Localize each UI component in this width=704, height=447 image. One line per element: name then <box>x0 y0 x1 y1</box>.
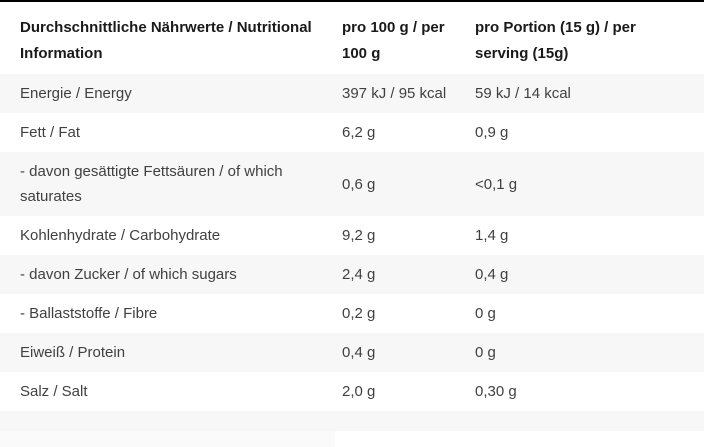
row-per-serving-value: <0,1 g <box>475 175 518 193</box>
row-nutrient-label: Salz / Salt <box>20 383 88 400</box>
row-nutrient-label: Eiweiß / Protein <box>20 344 126 361</box>
table-row: - davon gesättigte Fettsäuren / of which… <box>0 152 704 216</box>
row-per-serving-value: 0,9 g <box>475 124 509 141</box>
row-per-100g-value: 0,6 g <box>342 175 376 193</box>
row-per-100g-value: 397 kJ / 95 kcal <box>342 85 447 102</box>
row-per-serving-value: 59 kJ / 14 kcal <box>475 85 571 102</box>
row-nutrient-label: - Ballaststoffe / Fibre <box>20 305 158 322</box>
table-row: - davon Zucker / of which sugars 2,4 g 0,4… <box>0 255 704 294</box>
table-row: - Ballaststoffe / Fibre 0,2 g 0 g <box>0 294 704 333</box>
row-per-serving-value: 0,30 g <box>475 383 517 400</box>
row-nutrient-label: Energie / Energy <box>20 85 132 102</box>
row-per-serving-value: 0 g <box>475 305 496 322</box>
row-per-100g-value: 0,4 g <box>342 344 376 361</box>
row-per-100g-value: 0,2 g <box>342 305 376 322</box>
row-per-100g-value: 6,2 g <box>342 124 376 141</box>
row-per-100g-value: 2,0 g <box>342 383 376 400</box>
partial-next-row-block <box>0 431 335 447</box>
row-nutrient-label: Kohlenhydrate / Carbohydrate <box>20 227 221 244</box>
header-per-serving-column: pro Portion (15 g) / per serving (15g) <box>475 19 636 62</box>
row-nutrient-label: - davon gesättigte Fettsäuren / of which… <box>20 163 283 205</box>
row-nutrient-label: - davon Zucker / of which sugars <box>20 266 237 283</box>
row-per-serving-value: 0 g <box>475 344 496 361</box>
empty-row <box>0 411 704 431</box>
table-row: Energie / Energy 397 kJ / 95 kcal 59 kJ / … <box>0 74 704 113</box>
row-per-serving-value: 1,4 g <box>475 227 509 244</box>
table-row: Salz / Salt 2,0 g 0,30 g <box>0 372 704 411</box>
table-row: Eiweiß / Protein 0,4 g 0 g <box>0 333 704 372</box>
row-nutrient-label: Fett / Fat <box>20 124 81 141</box>
row-per-100g-value: 9,2 g <box>342 227 376 244</box>
row-per-100g-value: 2,4 g <box>342 266 376 283</box>
header-per-100g-column: pro 100 g / per 100 g <box>342 19 445 62</box>
table-row: Fett / Fat 6,2 g 0,9 g <box>0 113 704 152</box>
header-nutrients-column: Durchschnittliche Nährwerte / Nutritiona… <box>20 19 312 62</box>
row-per-serving-value: 0,4 g <box>475 266 509 283</box>
nutrition-table-header-row: Durchschnittliche Nährwerte / Nutritiona… <box>0 2 704 74</box>
table-row: Kohlenhydrate / Carbohydrate 9,2 g 1,4 g <box>0 216 704 255</box>
nutrition-table-body: Energie / Energy 397 kJ / 95 kcal 59 kJ / … <box>0 74 704 411</box>
